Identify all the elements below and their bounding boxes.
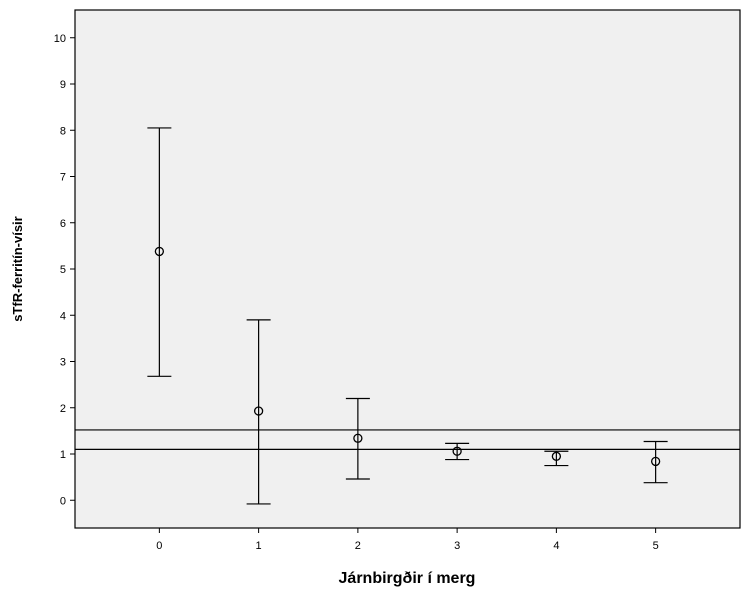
data-point-2: [353, 433, 363, 443]
x-tick-label-5: 5: [653, 540, 659, 552]
data-points: [154, 246, 661, 467]
y-tick-label-8: 8: [60, 125, 66, 137]
y-tick-label-1: 1: [60, 449, 66, 461]
data-point-0: [154, 246, 165, 257]
y-tick-label-4: 4: [60, 310, 66, 322]
x-tick-label-4: 4: [553, 540, 559, 552]
y-tick-label-5: 5: [60, 264, 66, 276]
data-point-4: [551, 451, 562, 461]
plot-background: [75, 10, 740, 528]
x-tick-label-1: 1: [256, 540, 262, 552]
x-axis-title: Járnbirgðir í merg: [339, 570, 476, 587]
y-axis-title: sTfR-ferritín-vísir: [10, 216, 25, 321]
y-tick-label-10: 10: [54, 33, 66, 45]
reference-lines: [75, 429, 740, 450]
data-point-1: [253, 406, 264, 416]
y-axis: 0 1 2 3 4 5 6 7 8 9 10: [54, 33, 75, 507]
error-bars: [147, 127, 668, 505]
y-tick-label-9: 9: [60, 79, 66, 91]
y-tick-label-7: 7: [60, 172, 66, 184]
y-tick-label-2: 2: [60, 403, 66, 415]
y-tick-label-3: 3: [60, 357, 66, 369]
x-tick-label-2: 2: [355, 540, 361, 552]
x-axis: 0 1 2 3 4 5: [156, 528, 659, 552]
data-point-5: [650, 456, 661, 467]
y-tick-label-6: 6: [60, 218, 66, 230]
y-tick-label-0: 0: [60, 495, 66, 507]
data-point-3: [452, 446, 462, 456]
x-tick-label-3: 3: [454, 540, 460, 552]
x-tick-label-0: 0: [156, 540, 162, 552]
